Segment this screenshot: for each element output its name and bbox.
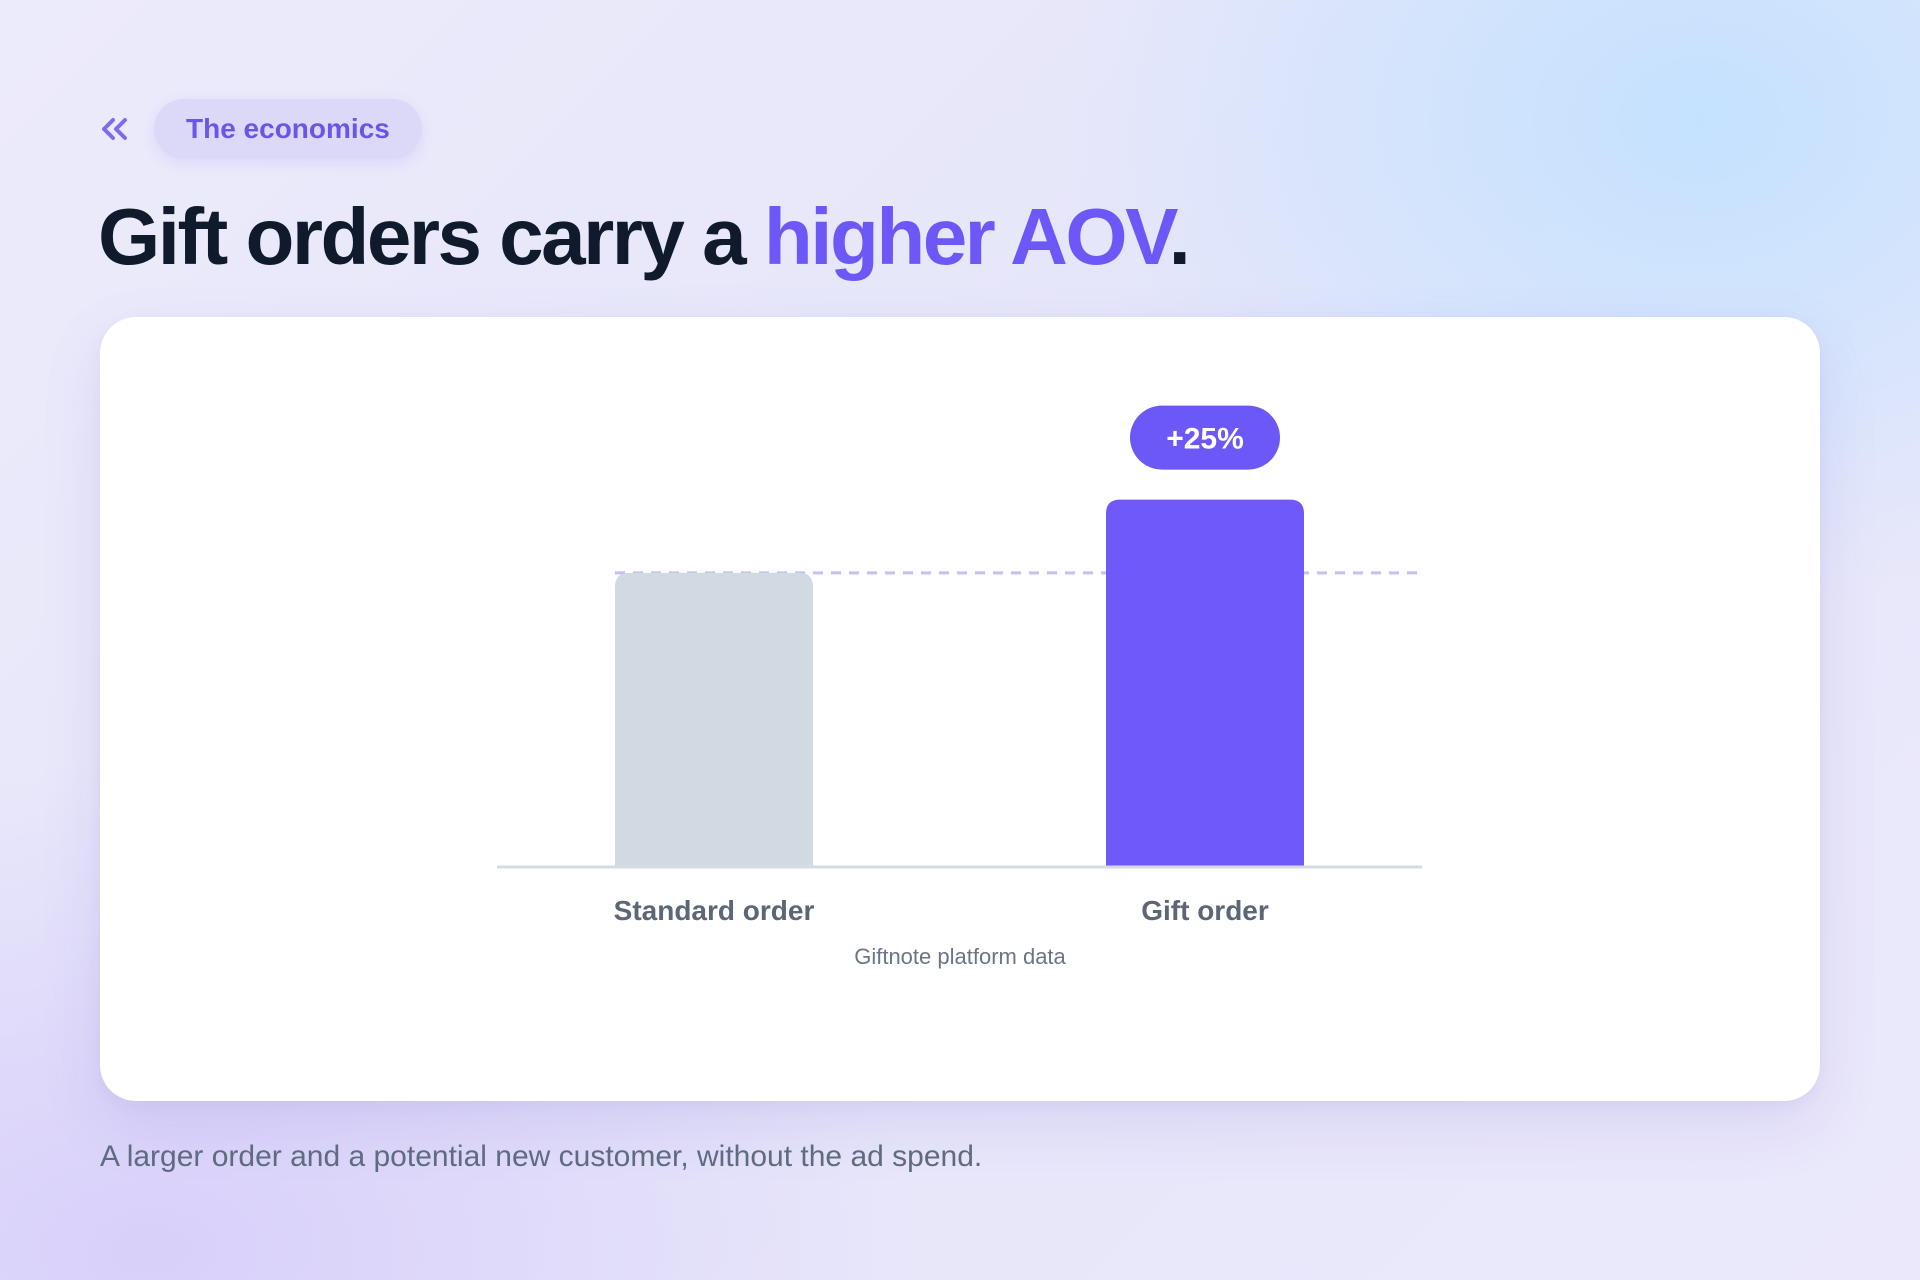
- percent-change-badge-pill: [1130, 405, 1280, 470]
- bar-gift-order: [1106, 499, 1304, 866]
- title-accent: higher AOV: [763, 192, 1171, 281]
- chart-card: +25% Standard order Gift order Giftnote p…: [100, 317, 1820, 1101]
- category-label: Gift order: [1141, 895, 1269, 926]
- chart-source-note: Giftnote platform data: [854, 944, 1066, 969]
- double-chevron-left-icon[interactable]: [100, 109, 130, 149]
- percent-change-badge-label: +25%: [1166, 423, 1244, 456]
- bar-standard-order: [615, 572, 813, 866]
- title-main: Gift orders carry a: [98, 192, 764, 281]
- percent-change-badge: +25%: [1130, 405, 1280, 470]
- page-title: Gift orders carry a higher AOV.: [98, 192, 1191, 282]
- section-badge: The economics: [154, 99, 422, 159]
- footer-caption: A larger order and a potential new custo…: [100, 1140, 983, 1173]
- bar-chart: +25% Standard order Gift order Giftnote p…: [497, 405, 1422, 969]
- title-end: .: [1168, 192, 1191, 281]
- category-label: Standard order: [614, 895, 815, 926]
- header-bar: The economics: [100, 99, 422, 159]
